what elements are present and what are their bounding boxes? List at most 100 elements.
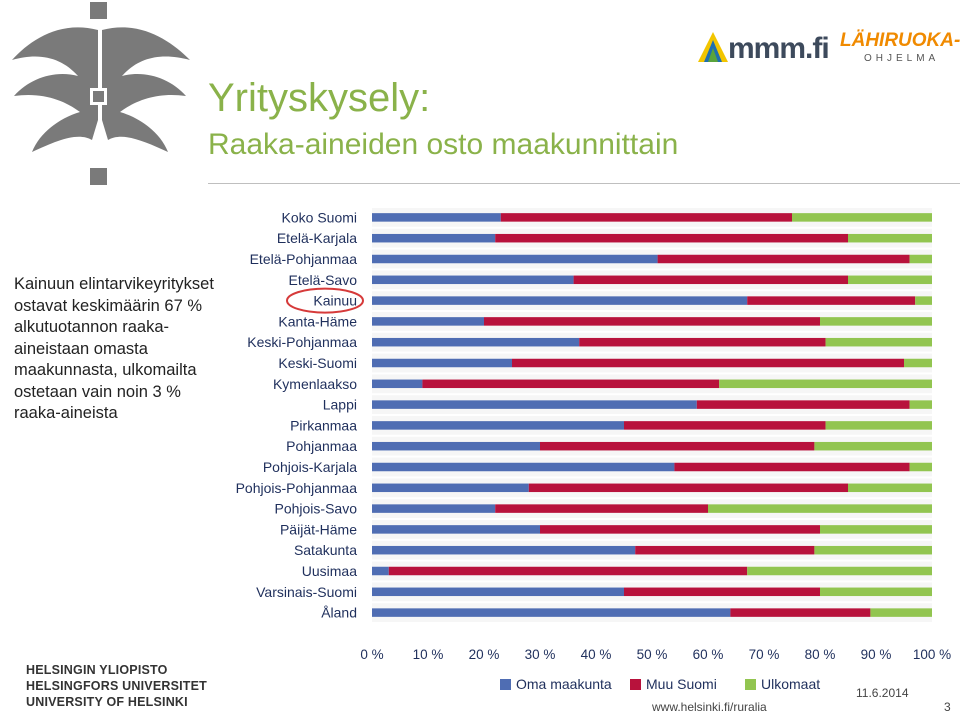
bar-ulkomaat-koko-suomi	[792, 213, 932, 222]
bar-oma-maakunta-keski-suomi	[372, 358, 512, 368]
category-label-lappi: Lappi	[323, 397, 357, 413]
bar-oma-maakunta-uusimaa	[372, 566, 389, 576]
category-label-kanta-häme: Kanta-Häme	[278, 313, 357, 329]
bar-oma-maakunta-päijät-häme	[372, 525, 540, 534]
x-tick-label: 50 %	[637, 647, 668, 662]
category-label-kymenlaakso: Kymenlaakso	[273, 376, 357, 392]
x-tick-label: 80 %	[805, 647, 836, 662]
partner-logos: mmm.fi LÄHIRUOKA- OHJELMA	[690, 28, 960, 72]
legend-label-muu-suomi: Muu Suomi	[646, 676, 717, 692]
bar-ulkomaat-keski-pohjanmaa	[825, 337, 932, 347]
category-label-etelä-karjala: Etelä-Karjala	[277, 230, 357, 246]
category-label-uusimaa: Uusimaa	[302, 563, 357, 579]
slide-title: Yrityskysely:	[208, 76, 431, 120]
helsinki-flame-logo-icon	[12, 2, 190, 185]
title-divider	[208, 183, 960, 184]
bar-ulkomaat-kymenlaakso	[719, 379, 932, 389]
bar-oma-maakunta-etelä-karjala	[372, 233, 496, 243]
stacked-bar-chart: Koko Suomi Etelä-Karjala Etelä-Pohjanmaa Et…	[236, 208, 951, 692]
x-tick-label: 40 %	[581, 647, 612, 662]
category-label-varsinais-suomi: Varsinais-Suomi	[256, 584, 357, 600]
bar-ulkomaat-pohjanmaa	[814, 441, 932, 451]
category-label-pirkanmaa: Pirkanmaa	[290, 417, 357, 433]
mmm-logo-text: mmm.fi	[728, 32, 830, 65]
bar-oma-maakunta-åland	[372, 608, 731, 617]
bar-muu-suomi-satakunta	[635, 545, 815, 555]
bar-muu-suomi-kainuu	[747, 296, 916, 305]
category-label-päijät-häme: Päijät-Häme	[280, 521, 357, 537]
bar-muu-suomi-keski-suomi	[512, 358, 904, 368]
slide-subtitle: Raaka-aineiden osto maakunnittain	[208, 128, 679, 161]
bar-ulkomaat-lappi	[909, 400, 932, 409]
bar-ulkomaat-etelä-pohjanmaa	[909, 254, 932, 264]
x-tick-label: 20 %	[469, 647, 500, 662]
category-label-etelä-pohjanmaa: Etelä-Pohjanmaa	[250, 251, 358, 267]
bar-ulkomaat-varsinais-suomi	[820, 587, 932, 597]
bar-oma-maakunta-pohjois-karjala	[372, 462, 675, 472]
bar-muu-suomi-pirkanmaa	[624, 421, 826, 430]
bar-oma-maakunta-etelä-savo	[372, 275, 574, 285]
category-label-pohjanmaa: Pohjanmaa	[286, 438, 357, 454]
bar-ulkomaat-etelä-savo	[848, 275, 932, 285]
bar-ulkomaat-åland	[870, 608, 932, 617]
bar-oma-maakunta-pohjois-savo	[372, 504, 496, 513]
category-label-pohjois-pohjanmaa: Pohjois-Pohjanmaa	[236, 480, 358, 496]
bar-oma-maakunta-keski-pohjanmaa	[372, 337, 580, 347]
page-number: 3	[944, 700, 951, 714]
bar-muu-suomi-keski-pohjanmaa	[579, 337, 826, 347]
bar-muu-suomi-päijät-häme	[540, 525, 820, 534]
category-label-keski-suomi: Keski-Suomi	[278, 355, 357, 371]
bar-muu-suomi-pohjois-savo	[495, 504, 708, 513]
bar-muu-suomi-etelä-karjala	[495, 233, 848, 243]
bar-ulkomaat-pohjois-savo	[708, 504, 932, 513]
category-label-keski-pohjanmaa: Keski-Pohjanmaa	[247, 334, 357, 350]
footer-date: 11.6.2014	[856, 686, 909, 700]
bar-ulkomaat-pirkanmaa	[825, 421, 932, 430]
bar-muu-suomi-etelä-savo	[573, 275, 848, 285]
university-name-fi: HELSINGIN YLIOPISTO	[26, 663, 168, 677]
bar-oma-maakunta-pohjanmaa	[372, 441, 540, 451]
bar-muu-suomi-åland	[730, 608, 871, 617]
legend-swatch-oma-maakunta	[500, 679, 511, 690]
bar-muu-suomi-pohjois-karjala	[674, 462, 910, 472]
bar-ulkomaat-pohjois-karjala	[909, 462, 932, 472]
bar-oma-maakunta-etelä-pohjanmaa	[372, 254, 658, 264]
bar-oma-maakunta-kainuu	[372, 296, 748, 305]
x-tick-label: 0 %	[360, 647, 383, 662]
university-name-logo: HELSINGIN YLIOPISTO HELSINGFORS UNIVERSI…	[26, 662, 207, 710]
bar-muu-suomi-kanta-häme	[484, 317, 820, 326]
bar-ulkomaat-kainuu	[915, 296, 932, 305]
bar-muu-suomi-uusimaa	[388, 566, 748, 576]
bar-oma-maakunta-lappi	[372, 400, 697, 409]
category-label-satakunta: Satakunta	[294, 542, 357, 558]
bar-oma-maakunta-varsinais-suomi	[372, 587, 624, 597]
bar-ulkomaat-kanta-häme	[820, 317, 932, 326]
bar-ulkomaat-päijät-häme	[820, 525, 932, 534]
ohjelma-logo-text: OHJELMA	[864, 53, 940, 64]
legend-swatch-ulkomaat	[745, 679, 756, 690]
lahiruoka-logo-text: LÄHIRUOKA-	[840, 30, 960, 51]
bar-muu-suomi-pohjois-pohjanmaa	[528, 483, 848, 493]
footer-url[interactable]: www.helsinki.fi/ruralia	[652, 700, 767, 714]
side-text: Kainuun elintarvikeyritykset ostavat kes…	[14, 275, 214, 422]
bar-muu-suomi-koko-suomi	[500, 213, 792, 222]
legend-label-ulkomaat: Ulkomaat	[761, 676, 820, 692]
bar-muu-suomi-etelä-pohjanmaa	[657, 254, 910, 264]
university-name-en: UNIVERSITY OF HELSINKI	[26, 695, 188, 709]
bar-oma-maakunta-koko-suomi	[372, 213, 501, 222]
legend-label-oma-maakunta: Oma maakunta	[516, 676, 612, 692]
category-label-koko-suomi: Koko Suomi	[282, 209, 357, 225]
x-tick-label: 10 %	[413, 647, 444, 662]
x-tick-label: 70 %	[749, 647, 780, 662]
category-label-åland: Åland	[321, 605, 357, 621]
category-label-etelä-savo: Etelä-Savo	[289, 272, 358, 288]
mmm-triangle-logo-icon	[698, 32, 728, 62]
bar-muu-suomi-kymenlaakso	[422, 379, 720, 389]
x-tick-label: 30 %	[525, 647, 556, 662]
category-label-pohjois-savo: Pohjois-Savo	[275, 501, 358, 517]
bar-muu-suomi-varsinais-suomi	[624, 587, 820, 597]
bar-oma-maakunta-kymenlaakso	[372, 379, 423, 389]
legend-swatch-muu-suomi	[630, 679, 641, 690]
bar-oma-maakunta-satakunta	[372, 545, 636, 555]
category-label-pohjois-karjala: Pohjois-Karjala	[263, 459, 357, 475]
